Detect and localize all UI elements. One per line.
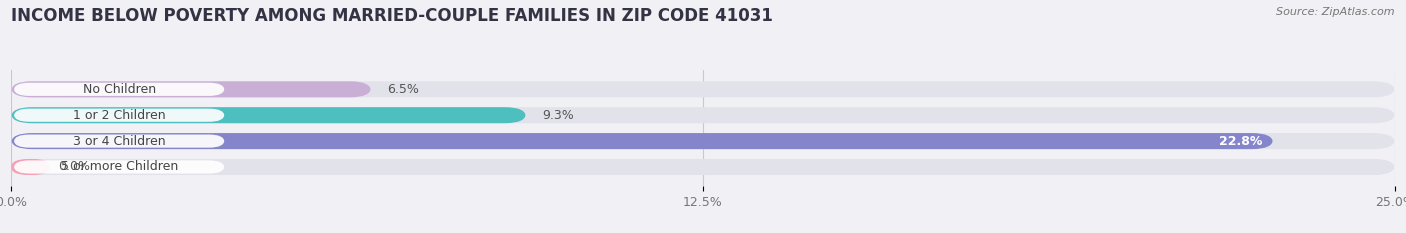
Text: No Children: No Children	[83, 83, 156, 96]
FancyBboxPatch shape	[14, 83, 225, 96]
FancyBboxPatch shape	[11, 81, 371, 97]
FancyBboxPatch shape	[11, 159, 51, 175]
Text: Source: ZipAtlas.com: Source: ZipAtlas.com	[1277, 7, 1395, 17]
Text: 22.8%: 22.8%	[1219, 135, 1263, 147]
Text: 3 or 4 Children: 3 or 4 Children	[73, 135, 166, 147]
Text: 9.3%: 9.3%	[543, 109, 574, 122]
FancyBboxPatch shape	[11, 133, 1395, 149]
FancyBboxPatch shape	[14, 109, 225, 122]
FancyBboxPatch shape	[14, 160, 225, 174]
FancyBboxPatch shape	[14, 134, 225, 148]
Text: 0.0%: 0.0%	[58, 161, 90, 174]
FancyBboxPatch shape	[11, 133, 1272, 149]
FancyBboxPatch shape	[11, 107, 526, 123]
FancyBboxPatch shape	[11, 159, 1395, 175]
FancyBboxPatch shape	[11, 81, 1395, 97]
Text: 1 or 2 Children: 1 or 2 Children	[73, 109, 166, 122]
Text: 6.5%: 6.5%	[388, 83, 419, 96]
FancyBboxPatch shape	[11, 107, 1395, 123]
Text: 5 or more Children: 5 or more Children	[60, 161, 177, 174]
Text: INCOME BELOW POVERTY AMONG MARRIED-COUPLE FAMILIES IN ZIP CODE 41031: INCOME BELOW POVERTY AMONG MARRIED-COUPL…	[11, 7, 773, 25]
